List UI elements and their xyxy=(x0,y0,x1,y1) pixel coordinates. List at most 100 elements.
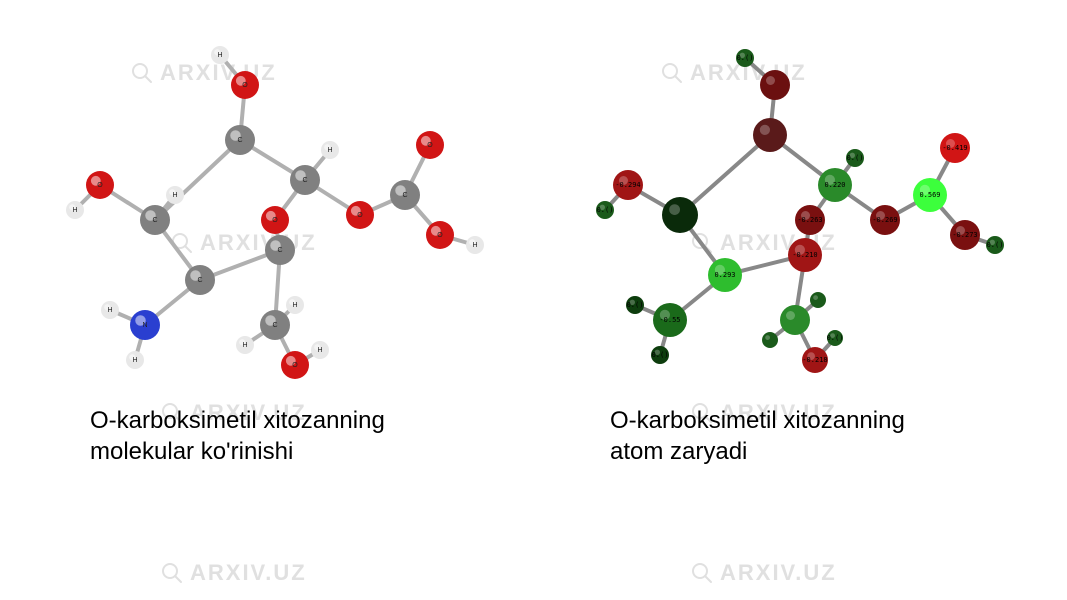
atom-o: O xyxy=(281,351,309,379)
charge-atom xyxy=(753,118,787,152)
svg-text:H: H xyxy=(327,147,332,154)
atom-h: H xyxy=(101,301,119,319)
svg-text:0.569: 0.569 xyxy=(919,191,940,199)
svg-text:H: H xyxy=(172,192,177,199)
svg-text:0.293: 0.293 xyxy=(714,271,735,279)
svg-text:C: C xyxy=(402,192,407,199)
atom-h: H xyxy=(321,141,339,159)
svg-text:H: H xyxy=(107,307,112,314)
charge-atom: 0.() xyxy=(651,346,669,364)
atom-h: H xyxy=(66,201,84,219)
charge-atom: -0.218 xyxy=(802,347,828,373)
svg-text:C: C xyxy=(302,177,307,184)
atom-o: O xyxy=(416,131,444,159)
svg-text:0.(): 0.() xyxy=(652,351,669,359)
atom-h: H xyxy=(311,341,329,359)
atom-o: O xyxy=(86,171,114,199)
left-caption: O-karboksimetil xitozanning molekular ko… xyxy=(90,405,410,467)
charge-atom: 0.() xyxy=(626,296,644,314)
atom-o: O xyxy=(426,221,454,249)
svg-text:C: C xyxy=(197,277,202,284)
atom-h: H xyxy=(126,351,144,369)
svg-text:-0.269: -0.269 xyxy=(872,216,897,224)
svg-text:O: O xyxy=(97,182,103,189)
charge-atom xyxy=(662,197,698,233)
atom-h: H xyxy=(166,186,184,204)
charge-atom: 0.() xyxy=(736,49,754,67)
svg-text:0.(): 0.() xyxy=(827,334,844,342)
svg-text:O: O xyxy=(427,142,433,149)
svg-text:O: O xyxy=(357,212,363,219)
charge-atom: 0.569 xyxy=(913,178,947,212)
svg-text:0.(): 0.() xyxy=(597,206,614,214)
charge-atom: -0.269 xyxy=(870,205,900,235)
svg-text:H: H xyxy=(217,52,222,59)
molecule-left-svg: C C C C C O O H O H N H H C O H H H O C O O H H H xyxy=(40,30,520,390)
atom-n: N xyxy=(130,310,160,340)
svg-text:-0.218: -0.218 xyxy=(802,356,827,364)
svg-text:H: H xyxy=(472,242,477,249)
atom-o: O xyxy=(261,206,289,234)
charge-atom: -0.419 xyxy=(940,133,970,163)
atom-h: H xyxy=(286,296,304,314)
watermark: ARXIV.UZ xyxy=(160,560,307,586)
charge-atom: -0.294 xyxy=(613,170,643,200)
atom-c: C xyxy=(390,180,420,210)
charge-atom xyxy=(810,292,826,308)
atom-c: C xyxy=(185,265,215,295)
svg-text:-0.263: -0.263 xyxy=(797,216,822,224)
charge-atom: 0.() xyxy=(596,201,614,219)
atom-o: O xyxy=(231,71,259,99)
charge-atom: -0.55 xyxy=(653,303,687,337)
charge-atom xyxy=(780,305,810,335)
atom-c: C xyxy=(265,235,295,265)
charge-atom: 0.220 xyxy=(818,168,852,202)
svg-text:0.(): 0.() xyxy=(987,241,1004,249)
magnifier-icon xyxy=(690,561,714,585)
svg-text:C: C xyxy=(277,247,282,254)
svg-text:-0.55: -0.55 xyxy=(659,316,680,324)
atom-c: C xyxy=(260,310,290,340)
right-panel: 0.220 -0.210 0.293 -0.263 0.() -0.294 0.() -0.5… xyxy=(560,30,1040,467)
svg-text:O: O xyxy=(292,362,298,369)
svg-text:O: O xyxy=(272,217,278,224)
charge-atom: -0.210 xyxy=(788,238,822,272)
atom-c: C xyxy=(225,125,255,155)
svg-text:O: O xyxy=(437,232,443,239)
magnifier-icon xyxy=(160,561,184,585)
charge-atom: -0.263 xyxy=(795,205,825,235)
charge-atom: 0.() xyxy=(846,149,864,167)
svg-text:H: H xyxy=(72,207,77,214)
svg-text:0.220: 0.220 xyxy=(824,181,845,189)
molecule-right-svg: 0.220 -0.210 0.293 -0.263 0.() -0.294 0.() -0.5… xyxy=(560,30,1040,390)
atom-h: H xyxy=(236,336,254,354)
svg-text:-0.210: -0.210 xyxy=(792,251,817,259)
charge-atom: -0.273 xyxy=(950,220,980,250)
svg-text:-0.419: -0.419 xyxy=(942,144,967,152)
svg-text:C: C xyxy=(237,137,242,144)
charge-atom xyxy=(762,332,778,348)
svg-text:C: C xyxy=(272,322,277,329)
svg-text:0.(): 0.() xyxy=(847,154,864,162)
atom-c: C xyxy=(290,165,320,195)
atom-h: H xyxy=(466,236,484,254)
svg-text:C: C xyxy=(152,217,157,224)
svg-text:O: O xyxy=(242,82,248,89)
svg-text:H: H xyxy=(132,357,137,364)
svg-text:-0.294: -0.294 xyxy=(615,181,640,189)
svg-text:H: H xyxy=(317,347,322,354)
svg-text:-0.273: -0.273 xyxy=(952,231,977,239)
charge-atom xyxy=(760,70,790,100)
atom-o: O xyxy=(346,201,374,229)
atom-c: C xyxy=(140,205,170,235)
watermark: ARXIV.UZ xyxy=(690,560,837,586)
charge-atom: 0.() xyxy=(986,236,1004,254)
left-panel: C C C C C O O H O H N H H C O H H H O C O O H H H O-karboksimeti… xyxy=(40,30,520,467)
svg-text:0.(): 0.() xyxy=(627,301,644,309)
right-caption: O-karboksimetil xitozanning atom zaryadi xyxy=(610,405,930,467)
svg-text:0.(): 0.() xyxy=(737,54,754,62)
svg-text:H: H xyxy=(292,302,297,309)
svg-text:N: N xyxy=(142,322,147,329)
svg-text:H: H xyxy=(242,342,247,349)
charge-atom: 0.293 xyxy=(708,258,742,292)
